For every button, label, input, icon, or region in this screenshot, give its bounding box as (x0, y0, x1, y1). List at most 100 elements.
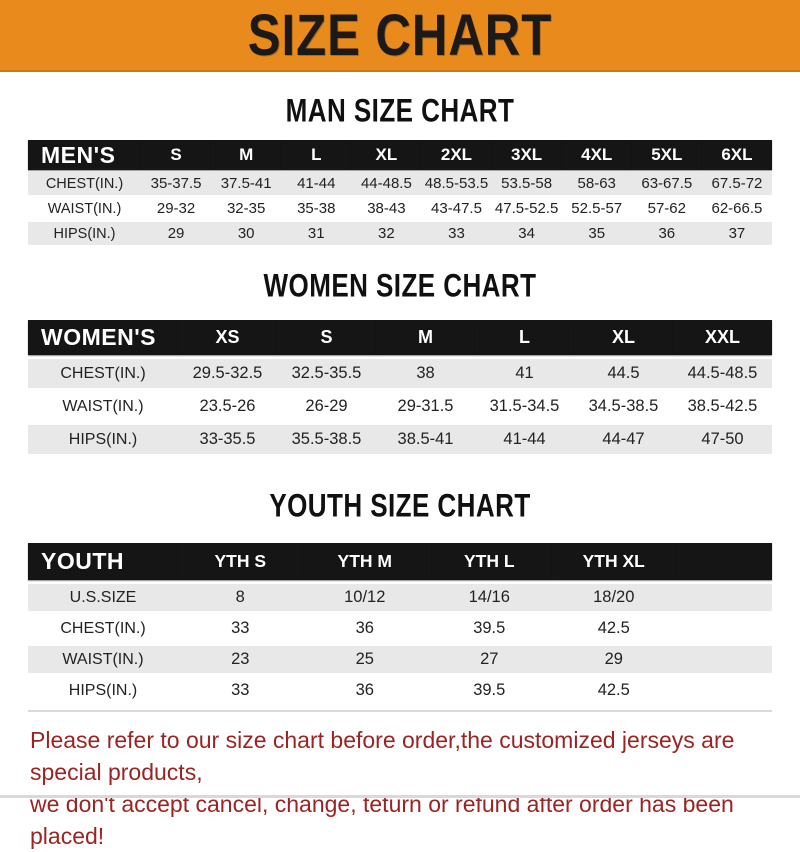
cell-value: 31 (281, 222, 352, 245)
table-bottom-divider (28, 710, 772, 712)
filler-cell (676, 543, 772, 580)
footer-note: Please refer to our size chart before or… (0, 724, 800, 852)
table-row: HIPS(IN.) 33-35.5 35.5-38.5 38.5-41 41-44 44-… (28, 425, 772, 454)
cell-value: 27 (427, 646, 552, 673)
column-header: L (475, 320, 574, 355)
filler-cell (676, 677, 772, 704)
cell-value: 32-35 (211, 197, 282, 220)
cell-value: 58-63 (561, 172, 632, 195)
bottom-border-strip (0, 795, 800, 798)
cell-value: 42.5 (551, 615, 676, 642)
cell-value: 44.5-48.5 (673, 359, 772, 388)
table-row: WAIST(IN.) 23.5-26 26-29 29-31.5 31.5-34.5 34… (28, 392, 772, 421)
cell-value: 8 (178, 584, 303, 611)
cell-value: 14/16 (427, 584, 552, 611)
table-header-row: MEN'S S M L XL 2XL 3XL 4XL 5XL 6XL (28, 140, 772, 170)
cell-value: 31.5-34.5 (475, 392, 574, 421)
table-row: WAIST(IN.) 23 25 27 29 (28, 646, 772, 673)
banner-title: SIZE CHART (247, 1, 553, 68)
table-row: HIPS(IN.) 29 30 31 32 33 34 35 36 37 (28, 222, 772, 245)
table-row: CHEST(IN.) 35-37.5 37.5-41 41-44 44-48.5 48.5… (28, 172, 772, 195)
footer-note-line1: Please refer to our size chart before or… (30, 727, 735, 785)
cell-value: 29 (551, 646, 676, 673)
cell-value: 26-29 (277, 392, 376, 421)
column-header: M (211, 140, 282, 170)
cell-value: 34.5-38.5 (574, 392, 673, 421)
cell-value: 33-35.5 (178, 425, 277, 454)
cell-value: 39.5 (427, 677, 552, 704)
cell-value: 36 (302, 615, 427, 642)
cell-value: 63-67.5 (631, 172, 702, 195)
youth-section-heading: YOUTH SIZE CHART (269, 487, 531, 524)
column-header: XS (178, 320, 277, 355)
size-chart-banner: SIZE CHART (0, 0, 800, 72)
cell-value: 48.5-53.5 (421, 172, 492, 195)
column-header: 3XL (491, 140, 562, 170)
cell-value: 35 (561, 222, 632, 245)
row-label: HIPS(IN.) (28, 677, 178, 704)
column-header: S (277, 320, 376, 355)
cell-value: 29 (141, 222, 212, 245)
cell-value: 36 (631, 222, 702, 245)
cell-value: 53.5-58 (491, 172, 562, 195)
youth-size-table: YOUTH YTH S YTH M YTH L YTH XL U.S.SIZE 8 10/12… (28, 539, 772, 708)
cell-value: 39.5 (427, 615, 552, 642)
cell-value: 67.5-72 (701, 172, 772, 195)
cell-value: 47-50 (673, 425, 772, 454)
column-header: 5XL (631, 140, 702, 170)
cell-value: 35-37.5 (141, 172, 212, 195)
column-header: XL (351, 140, 422, 170)
row-label: CHEST(IN.) (28, 172, 141, 195)
cell-value: 38 (376, 359, 475, 388)
column-header: 4XL (561, 140, 632, 170)
row-label: WAIST(IN.) (28, 646, 178, 673)
cell-value: 29.5-32.5 (178, 359, 277, 388)
table-row: CHEST(IN.) 33 36 39.5 42.5 (28, 615, 772, 642)
column-header: YTH L (427, 543, 552, 580)
column-header: S (141, 140, 212, 170)
cell-value: 44.5 (574, 359, 673, 388)
cell-value: 35.5-38.5 (277, 425, 376, 454)
cell-value: 38.5-42.5 (673, 392, 772, 421)
filler-cell (676, 615, 772, 642)
cell-value: 30 (211, 222, 282, 245)
filler-cell (676, 584, 772, 611)
column-header: XXL (673, 320, 772, 355)
table-header-row: WOMEN'S XS S M L XL XXL (28, 320, 772, 355)
table-row: U.S.SIZE 8 10/12 14/16 18/20 (28, 584, 772, 611)
cell-value: 29-32 (141, 197, 212, 220)
table-header-row: YOUTH YTH S YTH M YTH L YTH XL (28, 543, 772, 580)
cell-value: 47.5-52.5 (491, 197, 562, 220)
column-header: M (376, 320, 475, 355)
cell-value: 42.5 (551, 677, 676, 704)
cell-value: 33 (178, 677, 303, 704)
cell-value: 18/20 (551, 584, 676, 611)
cell-value: 32 (351, 222, 422, 245)
cell-value: 29-31.5 (376, 392, 475, 421)
table-row: WAIST(IN.) 29-32 32-35 35-38 38-43 43-47.5 47.… (28, 197, 772, 220)
cell-value: 52.5-57 (561, 197, 632, 220)
row-label: U.S.SIZE (28, 584, 178, 611)
cell-value: 41 (475, 359, 574, 388)
men-size-table: MEN'S S M L XL 2XL 3XL 4XL 5XL 6XL CHEST(IN.) 35-37… (28, 138, 772, 247)
row-label: HIPS(IN.) (28, 425, 178, 454)
group-label: MEN'S (28, 140, 141, 170)
row-label: WAIST(IN.) (28, 197, 141, 220)
column-header: 6XL (701, 140, 772, 170)
cell-value: 25 (302, 646, 427, 673)
filler-cell (676, 646, 772, 673)
cell-value: 33 (178, 615, 303, 642)
cell-value: 33 (421, 222, 492, 245)
cell-value: 10/12 (302, 584, 427, 611)
group-label: YOUTH (28, 543, 178, 580)
group-label: WOMEN'S (28, 320, 178, 355)
men-section-heading: MAN SIZE CHART (285, 92, 515, 129)
cell-value: 23.5-26 (178, 392, 277, 421)
table-row: CHEST(IN.) 29.5-32.5 32.5-35.5 38 41 44.5 44.5… (28, 359, 772, 388)
row-label: CHEST(IN.) (28, 359, 178, 388)
cell-value: 36 (302, 677, 427, 704)
cell-value: 38.5-41 (376, 425, 475, 454)
cell-value: 23 (178, 646, 303, 673)
column-header: L (281, 140, 352, 170)
cell-value: 62-66.5 (701, 197, 772, 220)
